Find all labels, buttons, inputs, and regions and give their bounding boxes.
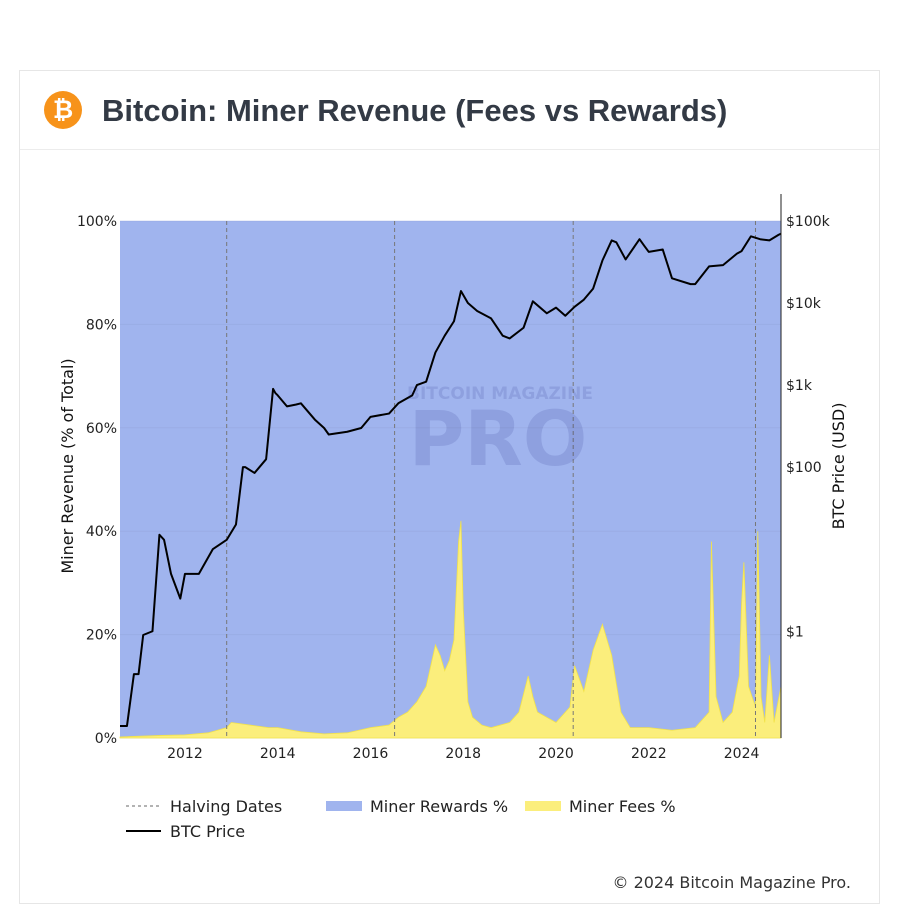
- axes: Miner Revenue (% of Total) BTC Price (US…: [58, 194, 848, 762]
- x-tick-label: 2024: [724, 746, 760, 762]
- watermark-line2: PRO: [409, 394, 588, 483]
- y2-tick-label: $1k: [786, 378, 813, 394]
- x-tick-label: 2012: [167, 746, 203, 762]
- watermark-line1: BITCOIN MAGAZINE: [407, 384, 593, 404]
- miner-fees-area: [119, 520, 782, 739]
- x-tick-label: 2014: [260, 746, 296, 762]
- legend-label-fees: Miner Fees %: [569, 797, 676, 816]
- y-tick-label: 20%: [86, 628, 117, 644]
- legend-label-halving: Halving Dates: [170, 797, 282, 816]
- x-tick-label: 2020: [538, 746, 574, 762]
- legend-swatch-rewards: [326, 801, 362, 811]
- y-axis-title: Miner Revenue (% of Total): [58, 358, 77, 573]
- y2-tick-label: $100: [786, 460, 822, 476]
- card-header: ₿ Bitcoin: Miner Revenue (Fees vs Reward…: [20, 71, 879, 150]
- watermark: BITCOIN MAGAZINE PRO: [407, 384, 593, 483]
- legend-label-rewards: Miner Rewards %: [370, 797, 508, 816]
- legend: Halving Dates Miner Rewards % Miner Fees %…: [126, 797, 676, 841]
- y-tick-label: 80%: [86, 317, 117, 333]
- y-tick-label: 100%: [77, 214, 117, 230]
- miner-rewards-area: [120, 221, 781, 738]
- y-tick-label: 60%: [86, 421, 117, 437]
- plot-area: [119, 220, 782, 739]
- y2-axis-title: BTC Price (USD): [829, 403, 848, 530]
- copyright-text: © 2024 Bitcoin Magazine Pro.: [612, 873, 851, 892]
- y2-tick-label: $10k: [786, 296, 822, 312]
- legend-label-price: BTC Price: [170, 822, 245, 841]
- y-tick-label: 0%: [95, 731, 117, 747]
- page-title: Bitcoin: Miner Revenue (Fees vs Rewards): [102, 93, 728, 128]
- y2-tick-label: $1: [786, 624, 804, 640]
- btc-price-line: [120, 232, 782, 728]
- y-tick-label: 40%: [86, 524, 117, 540]
- legend-swatch-fees: [525, 801, 561, 811]
- x-tick-label: 2018: [445, 746, 481, 762]
- y2-tick-label: $100k: [786, 214, 831, 230]
- x-tick-label: 2022: [631, 746, 667, 762]
- x-tick-label: 2016: [353, 746, 389, 762]
- bitcoin-logo-icon: ₿: [44, 91, 82, 129]
